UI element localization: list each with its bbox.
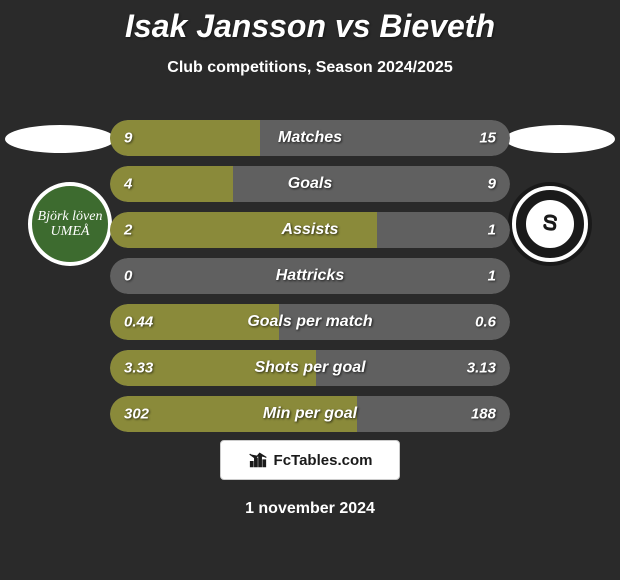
right-team-badge bbox=[504, 178, 596, 270]
stat-row: 21Assists bbox=[110, 212, 510, 248]
subtitle: Club competitions, Season 2024/2025 bbox=[0, 59, 620, 77]
stat-row: 01Hattricks bbox=[110, 258, 510, 294]
stat-row: 0.440.6Goals per match bbox=[110, 304, 510, 340]
stat-row: 3.333.13Shots per goal bbox=[110, 350, 510, 386]
stat-label: Hattricks bbox=[110, 267, 510, 285]
chart-icon bbox=[248, 450, 268, 470]
stats-panel: 915Matches 49Goals 21Assists 01Hattricks 0.4… bbox=[110, 120, 510, 442]
right-badge-circle bbox=[508, 182, 592, 266]
left-badge-circle: Björk löven UMEÅ bbox=[28, 182, 112, 266]
footer-brand-badge[interactable]: FcTables.com bbox=[220, 440, 400, 480]
stat-label: Goals bbox=[110, 175, 510, 193]
right-badge-s-icon bbox=[537, 211, 563, 237]
stat-label: Shots per goal bbox=[110, 359, 510, 377]
stat-label: Goals per match bbox=[110, 313, 510, 331]
stat-label: Min per goal bbox=[110, 405, 510, 423]
right-badge-center bbox=[530, 204, 570, 244]
stat-label: Matches bbox=[110, 129, 510, 147]
stat-row: 915Matches bbox=[110, 120, 510, 156]
left-oval-decor bbox=[5, 125, 115, 153]
date-text: 1 november 2024 bbox=[0, 500, 620, 518]
stat-label: Assists bbox=[110, 221, 510, 239]
right-oval-decor bbox=[505, 125, 615, 153]
left-badge-text: Björk löven UMEÅ bbox=[32, 209, 108, 240]
stat-row: 49Goals bbox=[110, 166, 510, 202]
footer-brand-text: FcTables.com bbox=[274, 452, 373, 469]
comparison-widget: Isak Jansson vs Bieveth Club competition… bbox=[0, 0, 620, 580]
stat-row: 302188Min per goal bbox=[110, 396, 510, 432]
left-team-badge: Björk löven UMEÅ bbox=[24, 178, 116, 270]
title: Isak Jansson vs Bieveth bbox=[0, 0, 620, 45]
